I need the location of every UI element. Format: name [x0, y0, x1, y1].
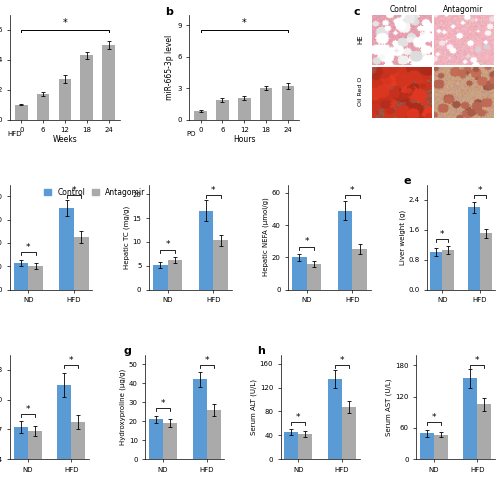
Bar: [74, 237, 88, 289]
Text: c: c: [354, 7, 360, 17]
Bar: [206, 410, 220, 459]
Bar: [306, 264, 322, 289]
Bar: [420, 433, 434, 459]
Text: *: *: [242, 18, 246, 29]
Legend: Control, Antagomir: Control, Antagomir: [44, 188, 146, 197]
Bar: [298, 434, 312, 459]
Bar: [14, 427, 28, 494]
Bar: [213, 241, 228, 289]
Bar: [338, 210, 352, 289]
Bar: [168, 260, 182, 289]
Text: *: *: [204, 356, 209, 365]
Text: *: *: [166, 240, 170, 249]
Text: *: *: [478, 186, 482, 195]
Bar: [149, 419, 163, 459]
Bar: [282, 86, 294, 120]
Bar: [434, 435, 448, 459]
Y-axis label: miR-665-3p level: miR-665-3p level: [166, 35, 174, 100]
Text: *: *: [62, 18, 68, 29]
Bar: [163, 423, 177, 459]
Bar: [468, 207, 480, 289]
Y-axis label: Hepatic NEFA (μmol/g): Hepatic NEFA (μmol/g): [262, 198, 269, 277]
Bar: [14, 263, 28, 289]
Bar: [80, 55, 93, 120]
Bar: [37, 94, 50, 120]
Text: *: *: [72, 186, 76, 195]
Text: *: *: [340, 356, 344, 365]
Bar: [58, 79, 71, 120]
Text: Control: Control: [390, 5, 418, 14]
Bar: [15, 105, 28, 120]
Text: *: *: [211, 186, 216, 195]
Y-axis label: Hydroxyproline (μg/g): Hydroxyproline (μg/g): [120, 369, 126, 445]
Y-axis label: Hepatic TC (mg/g): Hepatic TC (mg/g): [123, 206, 130, 269]
X-axis label: Weeks: Weeks: [52, 135, 78, 144]
Bar: [194, 111, 207, 120]
Bar: [430, 252, 442, 289]
Bar: [57, 384, 71, 494]
Text: *: *: [296, 412, 300, 421]
Y-axis label: Serum ALT (U/L): Serum ALT (U/L): [250, 379, 257, 435]
Text: e: e: [404, 176, 411, 186]
Bar: [71, 422, 85, 494]
Bar: [478, 405, 492, 459]
Bar: [480, 233, 492, 289]
Text: *: *: [350, 186, 354, 195]
Bar: [102, 45, 115, 120]
Bar: [464, 378, 477, 459]
Text: Antagomir: Antagomir: [443, 5, 484, 14]
Text: *: *: [160, 399, 165, 408]
Text: Oil Red O: Oil Red O: [358, 77, 364, 106]
Bar: [192, 379, 206, 459]
Bar: [198, 211, 213, 289]
X-axis label: Hours: Hours: [233, 135, 256, 144]
Text: g: g: [124, 346, 132, 356]
Text: *: *: [69, 356, 73, 365]
Text: b: b: [165, 7, 173, 17]
Text: HE: HE: [358, 34, 364, 44]
Bar: [292, 257, 306, 289]
Bar: [352, 249, 367, 289]
Bar: [328, 378, 342, 459]
Bar: [216, 100, 229, 120]
Y-axis label: Liver weight (g): Liver weight (g): [399, 209, 406, 265]
Bar: [260, 88, 272, 120]
Bar: [342, 407, 356, 459]
Bar: [153, 265, 168, 289]
Bar: [28, 266, 43, 289]
Bar: [442, 250, 454, 289]
Bar: [238, 98, 250, 120]
Bar: [28, 431, 42, 494]
Bar: [284, 432, 298, 459]
Y-axis label: Serum AST (U/L): Serum AST (U/L): [386, 378, 392, 436]
Text: HFD: HFD: [7, 131, 22, 137]
Text: *: *: [26, 405, 30, 413]
Text: *: *: [304, 237, 309, 246]
Text: *: *: [475, 356, 480, 365]
Text: *: *: [440, 230, 444, 239]
Text: *: *: [26, 243, 30, 252]
Bar: [60, 208, 74, 289]
Text: *: *: [432, 412, 436, 422]
Text: PO: PO: [186, 131, 196, 137]
Text: h: h: [257, 346, 265, 356]
